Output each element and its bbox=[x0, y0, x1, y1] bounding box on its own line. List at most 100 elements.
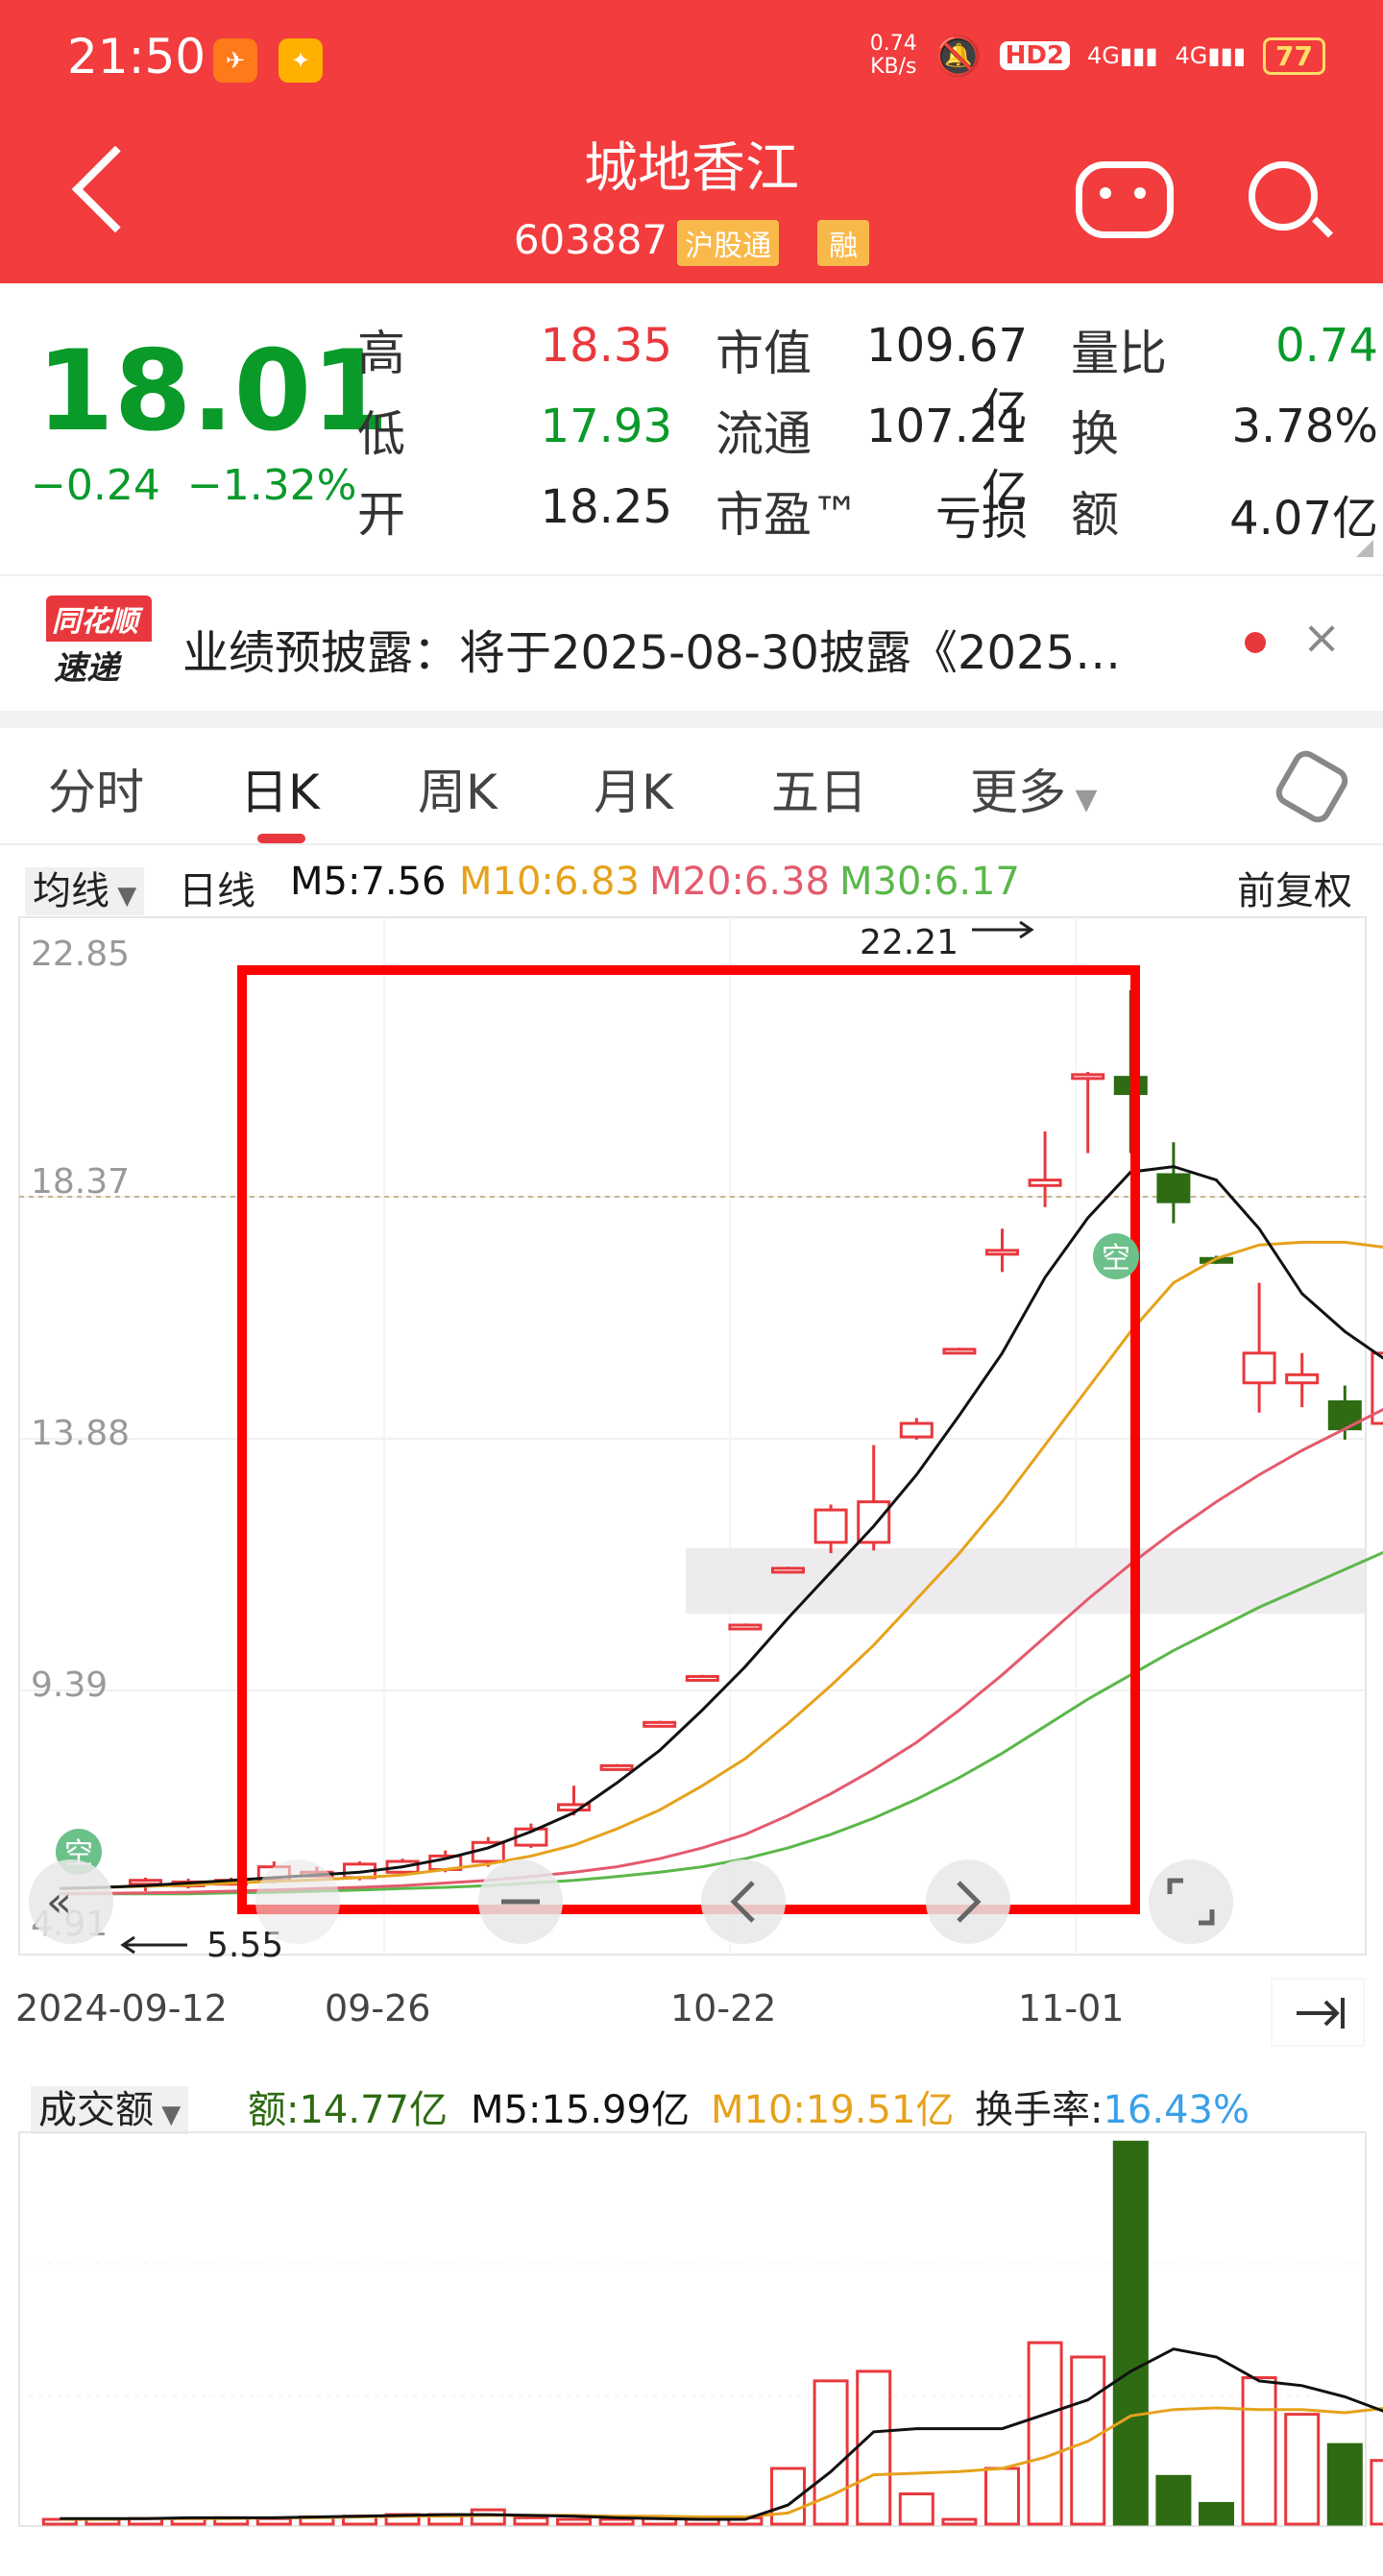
divider bbox=[0, 574, 1383, 576]
hk-connect-tag: 沪股通 bbox=[677, 219, 780, 266]
tab-intraday[interactable]: 分时 bbox=[48, 765, 144, 820]
news-logo: 同花顺 速递 bbox=[46, 595, 152, 688]
robot-assistant-icon[interactable] bbox=[1076, 161, 1174, 238]
candle-body bbox=[813, 1508, 848, 1544]
kline-chart[interactable]: 22.85 18.37 13.88 9.39 4.91 22.21 5.55 空… bbox=[0, 912, 1383, 2055]
candle-body bbox=[899, 1422, 934, 1439]
high-arrow-head bbox=[1019, 920, 1034, 939]
news-logo-top: 同花顺 bbox=[46, 595, 152, 642]
app-notification-icon-2: ✦ bbox=[279, 38, 323, 83]
tab-more[interactable]: 更多 ▼ bbox=[970, 754, 1098, 823]
pe-label: 市盈™ bbox=[716, 487, 860, 543]
candle-body bbox=[771, 1567, 805, 1574]
y-tick-1: 18.37 bbox=[31, 1162, 130, 1202]
volume-bar bbox=[1241, 2376, 1277, 2526]
next-button[interactable] bbox=[926, 1859, 1010, 1944]
tab-weekly-k[interactable]: 周K bbox=[418, 765, 497, 820]
current-price: 18.01 bbox=[36, 327, 389, 456]
volume-bar bbox=[1155, 2474, 1192, 2526]
tab-five-day[interactable]: 五日 bbox=[771, 765, 867, 820]
app-header: 21:50 ✈ ✦ 0.74 KB/s 🔕 HD2 4G▮▮▮ 4G▮▮▮ 77… bbox=[0, 0, 1383, 283]
volume-amount: 额:14.77亿 bbox=[248, 2088, 448, 2132]
candle-body bbox=[599, 1763, 634, 1771]
highlight-box bbox=[237, 965, 1140, 1914]
tab-monthly-k[interactable]: 月K bbox=[594, 765, 673, 820]
turnover-rate-label: 换手率: bbox=[975, 2088, 1104, 2132]
ma20-line bbox=[60, 1407, 1383, 1896]
tab-underline bbox=[257, 834, 305, 843]
chevron-down-icon: ▼ bbox=[154, 2101, 182, 2129]
margin-tag: 融 bbox=[817, 219, 870, 266]
volume-bar bbox=[898, 2492, 934, 2526]
ma-lines bbox=[60, 1165, 1383, 1896]
open-label: 开 bbox=[357, 487, 405, 543]
high-value: 18.35 bbox=[540, 319, 672, 373]
candle-body bbox=[1371, 1351, 1383, 1425]
candle-body bbox=[557, 1803, 591, 1812]
high-marker-label: 22.21 bbox=[860, 923, 958, 962]
low-arrow-head bbox=[120, 1935, 135, 1955]
short-signal-icon[interactable] bbox=[1093, 1233, 1139, 1279]
volume-m5-line bbox=[60, 2347, 1383, 2521]
amount-value: 4.07亿 bbox=[1229, 492, 1378, 546]
tab-more-label: 更多 bbox=[970, 765, 1066, 820]
ma-m5: M5:7.56 bbox=[290, 860, 447, 904]
search-icon[interactable] bbox=[1249, 161, 1318, 231]
y-tick-2: 13.88 bbox=[31, 1414, 130, 1453]
ma-selector[interactable]: 均线 ▼ bbox=[25, 860, 145, 915]
news-headline[interactable]: 业绩预披露：将于2025-08-30披露《2025… bbox=[182, 626, 1122, 680]
candle-body bbox=[1285, 1373, 1320, 1385]
volume-ma-lines bbox=[60, 2347, 1383, 2521]
fullscreen-button[interactable] bbox=[1149, 1859, 1233, 1944]
double-chevron-left-icon: « bbox=[46, 1878, 72, 1927]
low-value: 17.93 bbox=[540, 400, 672, 453]
volume-bar bbox=[1027, 2341, 1063, 2526]
bell-muted-icon: 🔕 bbox=[934, 34, 983, 79]
turnover-label: 换 bbox=[1071, 406, 1119, 462]
ma-m10: M10:6.83 bbox=[459, 860, 640, 904]
amount-label: 额 bbox=[1071, 487, 1119, 543]
kline-frame bbox=[18, 916, 1367, 1956]
ma-selector-label: 均线 bbox=[33, 869, 109, 913]
ma-m20: M20:6.38 bbox=[649, 860, 830, 904]
volume-bar bbox=[556, 2517, 592, 2526]
net-speed: 0.74 bbox=[869, 32, 917, 56]
date-label-3: 11-01 bbox=[1018, 1987, 1124, 2029]
settings-hexagon-icon[interactable] bbox=[1271, 745, 1353, 828]
volume-selector[interactable]: 成交额 ▼ bbox=[31, 2078, 189, 2134]
zoom-in-button[interactable] bbox=[255, 1859, 340, 1944]
ma5-line bbox=[60, 1165, 1383, 1890]
close-news-button[interactable]: × bbox=[1302, 611, 1342, 665]
rewind-button[interactable] bbox=[29, 1859, 113, 1944]
volume-ratio-value: 0.74 bbox=[1275, 319, 1378, 373]
net-speed-unit: KB/s bbox=[870, 55, 917, 79]
tab-daily-k[interactable]: 日K bbox=[240, 765, 320, 820]
volume-m10: M10:19.51亿 bbox=[711, 2088, 955, 2132]
stock-name: 城地香江 bbox=[584, 137, 799, 200]
fullscreen-icon bbox=[1167, 1878, 1215, 1926]
kline-grid bbox=[19, 917, 1366, 1955]
short-signal-label: 空 bbox=[1102, 1242, 1130, 1276]
expand-corner-icon[interactable] bbox=[1356, 540, 1373, 557]
volume-chart[interactable] bbox=[0, 2127, 1383, 2531]
y-tick-3: 9.39 bbox=[31, 1665, 108, 1705]
date-label-2: 10-22 bbox=[670, 1987, 776, 2029]
volume-ratio-label: 量比 bbox=[1071, 326, 1167, 381]
low-label: 低 bbox=[357, 406, 405, 462]
status-time: 21:50 bbox=[67, 29, 206, 85]
hd-badge: HD2 bbox=[999, 41, 1071, 70]
market-cap-label: 市值 bbox=[716, 326, 812, 381]
volume-bar bbox=[1326, 2442, 1363, 2526]
turnover-rate-value: 16.43% bbox=[1103, 2088, 1250, 2132]
jump-end-icon bbox=[1297, 1998, 1345, 2029]
change-value: −0.24 bbox=[31, 461, 160, 510]
prev-button[interactable] bbox=[701, 1859, 786, 1944]
volume-bar bbox=[1112, 2140, 1149, 2526]
stock-code: 603887 bbox=[513, 216, 668, 263]
candle-body bbox=[985, 1249, 1019, 1256]
candle-body bbox=[129, 1879, 162, 1886]
volume-bar bbox=[941, 2517, 978, 2526]
price-adjust-toggle[interactable]: 前复权 bbox=[1237, 869, 1352, 913]
stock-code-row: 603887 沪股通融 bbox=[0, 216, 1383, 266]
candle-body bbox=[1028, 1179, 1062, 1187]
